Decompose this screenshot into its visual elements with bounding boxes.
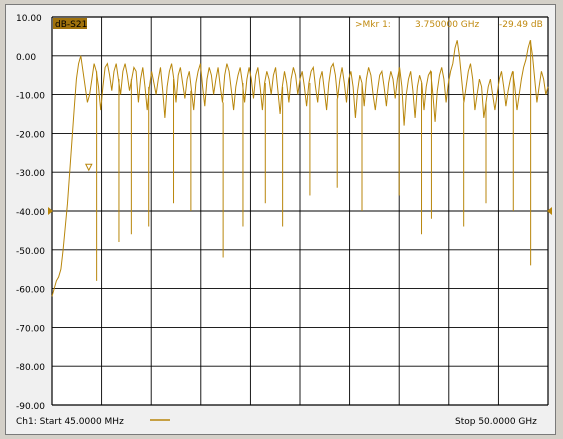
y-tick-label: 0.00: [16, 53, 36, 63]
y-axis-labels: 10.00 0.00 -10.00 -20.00 -30.00 -40.00 -50.00 -…: [16, 14, 45, 412]
sweep-start: Ch1: Start 45.0000 MHz: [16, 417, 124, 427]
reference-level-arrow-right: [547, 207, 552, 215]
y-tick-label: -20.00: [16, 130, 45, 140]
trace-spikes: [96, 40, 532, 281]
s21-trace: [51, 40, 549, 297]
y-tick-label: -50.00: [16, 247, 45, 257]
y-tick-label: -10.00: [16, 92, 45, 102]
y-tick-label: 10.00: [16, 14, 42, 24]
y-tick-label: -70.00: [16, 324, 45, 334]
y-tick-label: -90.00: [16, 402, 45, 412]
y-tick-label: -30.00: [16, 169, 45, 179]
y-tick-label: -80.00: [16, 363, 45, 373]
trace-tag[interactable]: dB-S21: [55, 20, 87, 30]
trace-tag-bg[interactable]: [53, 18, 87, 29]
marker-frequency: 3.750000 GHz: [415, 20, 480, 30]
sweep-stop: Stop 50.0000 GHz: [455, 417, 537, 427]
marker-value: -29.49 dB: [499, 20, 543, 30]
marker-1-icon: [84, 163, 93, 172]
reference-level-arrow-left: [48, 207, 53, 215]
y-tick-label: -60.00: [16, 286, 45, 296]
y-tick-label: -40.00: [16, 208, 45, 218]
marker-label: >Mkr 1:: [355, 20, 391, 30]
